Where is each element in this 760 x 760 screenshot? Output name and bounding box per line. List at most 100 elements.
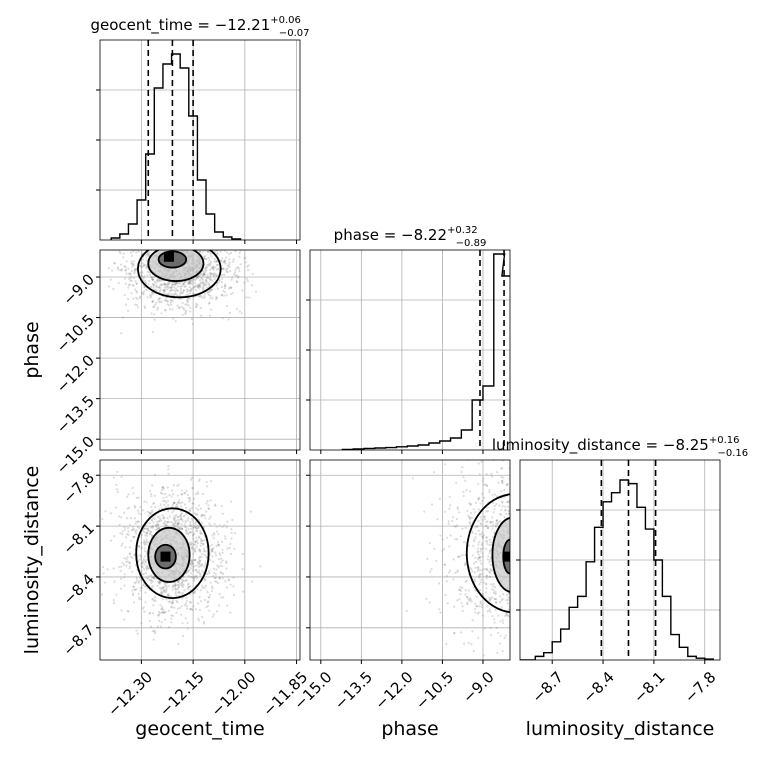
- sample-point: [169, 246, 171, 248]
- sample-point: [140, 570, 143, 573]
- sample-point: [137, 581, 140, 584]
- sample-point: [534, 606, 536, 608]
- sample-point: [218, 577, 221, 580]
- sample-point: [517, 525, 519, 527]
- sample-point: [209, 261, 213, 264]
- sample-point: [151, 585, 154, 588]
- sample-point: [530, 561, 532, 563]
- sample-point: [189, 509, 192, 513]
- sample-point: [142, 573, 145, 576]
- sample-point: [222, 289, 225, 293]
- sample-point: [443, 563, 446, 566]
- sample-point: [234, 244, 236, 246]
- sample-point: [483, 627, 486, 630]
- sample-point: [83, 260, 85, 262]
- sample-point: [158, 279, 161, 282]
- sample-point: [159, 284, 162, 287]
- sample-point: [531, 549, 533, 551]
- sample-point: [195, 306, 198, 309]
- sample-point: [180, 512, 184, 515]
- sample-point: [180, 242, 182, 244]
- sample-point: [106, 568, 109, 571]
- sample-point: [492, 523, 495, 526]
- sample-point: [201, 287, 204, 291]
- sample-point: [190, 575, 193, 578]
- sample-point: [491, 516, 494, 519]
- sample-point: [514, 566, 516, 568]
- title-subscript: −0.89: [456, 238, 487, 249]
- sample-point: [194, 575, 197, 578]
- sample-point: [220, 564, 224, 568]
- sample-point: [573, 575, 575, 577]
- sample-point: [167, 241, 169, 243]
- sample-point: [198, 556, 201, 559]
- sample-point: [202, 272, 206, 275]
- sample-point: [202, 250, 205, 253]
- sample-point: [146, 296, 149, 299]
- sample-point: [459, 586, 462, 589]
- sample-point: [525, 553, 527, 555]
- sample-point: [180, 510, 183, 513]
- sample-point: [484, 582, 487, 585]
- sample-point: [194, 526, 198, 529]
- sample-point: [193, 590, 196, 594]
- sample-point: [203, 550, 206, 553]
- sample-point: [211, 543, 214, 547]
- sample-point: [541, 534, 543, 536]
- sample-point: [170, 285, 173, 288]
- sample-point: [145, 532, 148, 535]
- sample-point: [148, 511, 151, 514]
- sample-point: [132, 262, 135, 265]
- sample-point: [207, 256, 210, 259]
- sample-point: [133, 272, 136, 275]
- sample-point: [196, 560, 199, 564]
- sample-point: [514, 569, 516, 571]
- sample-point: [197, 619, 200, 622]
- sample-point: [195, 575, 198, 578]
- sample-point: [195, 529, 198, 532]
- sample-point: [191, 559, 194, 562]
- sample-point: [180, 584, 183, 587]
- sample-point: [217, 541, 220, 544]
- sample-point: [558, 546, 560, 548]
- sample-point: [125, 536, 128, 539]
- x-tick-label: −12.15: [156, 668, 208, 720]
- sample-point: [233, 225, 235, 227]
- sample-point: [224, 284, 227, 288]
- sample-point: [196, 564, 199, 567]
- sample-point: [215, 260, 218, 263]
- sample-point: [439, 534, 442, 537]
- sample-point: [159, 230, 161, 232]
- sample-point: [196, 275, 199, 279]
- sample-point: [503, 515, 506, 519]
- sample-point: [152, 638, 155, 641]
- sample-point: [533, 597, 535, 599]
- sample-point: [535, 601, 537, 603]
- sample-point: [474, 526, 477, 529]
- sample-point: [530, 473, 532, 475]
- sample-point: [188, 282, 191, 285]
- sample-point: [568, 542, 570, 544]
- sample-point: [151, 484, 154, 487]
- sample-point: [173, 245, 175, 247]
- sample-point: [140, 541, 143, 544]
- sample-point: [530, 570, 532, 572]
- sample-point: [560, 488, 562, 490]
- sample-point: [128, 552, 131, 556]
- sample-point: [204, 250, 207, 252]
- sample-point: [132, 528, 135, 531]
- x-axis-label: phase: [381, 718, 438, 740]
- sample-point: [547, 546, 549, 548]
- sample-point: [454, 571, 457, 575]
- sample-point: [153, 292, 156, 295]
- sample-point: [525, 581, 527, 583]
- sample-point: [174, 320, 177, 323]
- sample-point: [203, 539, 206, 542]
- sample-point: [170, 495, 173, 498]
- sample-point: [208, 277, 212, 280]
- sample-point: [133, 535, 136, 538]
- sample-point: [139, 296, 142, 300]
- sample-point: [139, 554, 142, 557]
- sample-point: [188, 248, 190, 250]
- sample-point: [561, 595, 563, 597]
